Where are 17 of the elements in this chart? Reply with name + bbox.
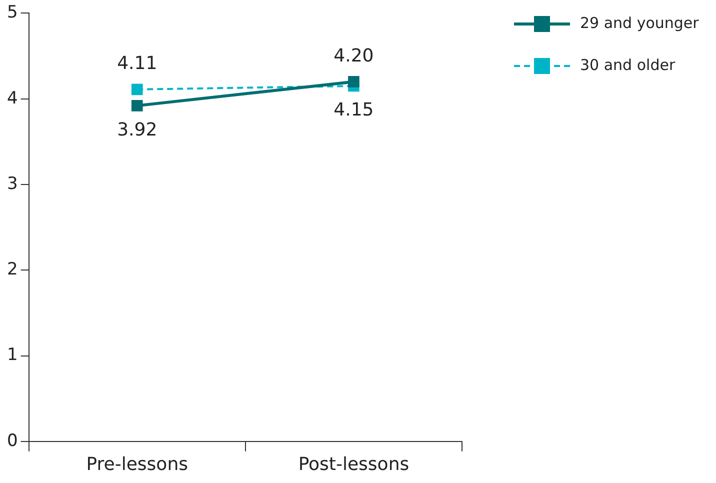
data-label: 3.92	[117, 119, 158, 140]
point	[348, 76, 360, 88]
data-label: 4.11	[117, 53, 158, 74]
x-tick-label: Pre-lessons	[86, 454, 188, 475]
y-tick-label: 0	[6, 430, 18, 451]
y-tick-label: 4	[6, 88, 18, 108]
y-tick-label: 5	[6, 2, 18, 23]
point	[131, 100, 143, 112]
point	[131, 84, 143, 96]
y-tick-label: 2	[6, 260, 18, 280]
y-tick-label: 1	[6, 345, 18, 366]
data-label: 4.15	[334, 100, 374, 121]
legend-label: 29 and younger	[580, 14, 700, 32]
x-tick-label: Post-lessons	[298, 454, 410, 475]
legend-label: 30 and older	[580, 56, 676, 74]
data-label: 4.20	[334, 45, 374, 66]
y-tick-label: 3	[6, 174, 18, 194]
